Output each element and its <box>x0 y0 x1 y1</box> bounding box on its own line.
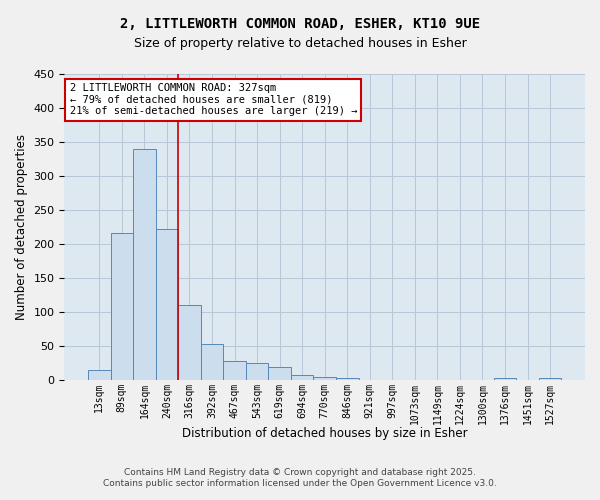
Bar <box>133 149 155 380</box>
Text: 2, LITTLEWORTH COMMON ROAD, ESHER, KT10 9UE: 2, LITTLEWORTH COMMON ROAD, ESHER, KT10 … <box>120 18 480 32</box>
Bar <box>291 375 313 380</box>
Bar <box>110 234 133 380</box>
Bar <box>155 229 178 380</box>
Bar <box>268 368 291 380</box>
Bar <box>494 378 516 380</box>
Bar <box>313 377 336 380</box>
Bar <box>178 305 201 380</box>
Text: Contains HM Land Registry data © Crown copyright and database right 2025.
Contai: Contains HM Land Registry data © Crown c… <box>103 468 497 487</box>
Text: Size of property relative to detached houses in Esher: Size of property relative to detached ho… <box>134 38 466 51</box>
Bar <box>88 370 110 380</box>
Y-axis label: Number of detached properties: Number of detached properties <box>15 134 28 320</box>
Bar <box>246 362 268 380</box>
X-axis label: Distribution of detached houses by size in Esher: Distribution of detached houses by size … <box>182 427 467 440</box>
Bar <box>539 378 562 380</box>
Bar <box>223 362 246 380</box>
Text: 2 LITTLEWORTH COMMON ROAD: 327sqm
← 79% of detached houses are smaller (819)
21%: 2 LITTLEWORTH COMMON ROAD: 327sqm ← 79% … <box>70 83 357 116</box>
Bar <box>336 378 359 380</box>
Bar <box>201 344 223 380</box>
